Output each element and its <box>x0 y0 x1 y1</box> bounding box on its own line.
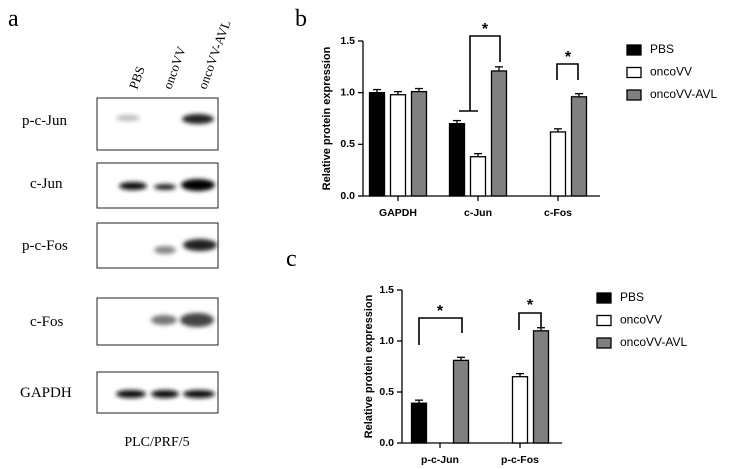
bar <box>532 330 550 444</box>
blot-frame <box>96 97 219 151</box>
panel-label: a <box>8 6 19 32</box>
lane-label: oncoVV <box>160 44 189 91</box>
x-tick-label: c-Jun <box>464 207 492 219</box>
significance-label: * <box>437 303 444 320</box>
legend-label: oncoVV-AVL <box>620 335 687 349</box>
lane-label: oncoVV-AVL <box>195 18 234 91</box>
y-axis-title: Relative protein expression <box>321 46 333 190</box>
significance-bracket <box>418 317 463 345</box>
panel-label: c <box>286 246 297 272</box>
cell-line-label: PLC/PRF/5 <box>124 435 189 450</box>
y-tick-label: 1.5 <box>379 284 394 296</box>
y-tick-label: 1.0 <box>379 335 394 347</box>
row-label: c-Fos <box>30 314 63 330</box>
bands <box>116 114 217 398</box>
legend-label: PBS <box>650 42 674 56</box>
bar <box>452 359 470 444</box>
bar <box>549 131 567 197</box>
significance-label: * <box>527 297 534 314</box>
legend-swatch <box>626 66 642 79</box>
significance-bracket <box>518 312 542 330</box>
panel-label: b <box>295 6 307 32</box>
western-blot: a PBS oncoVV oncoVV-AVL p-c-Jun c-Jun p-… <box>8 6 234 450</box>
legend-swatch <box>626 89 642 101</box>
y-tick-label: 1.0 <box>340 86 355 98</box>
y-tick-label: 0.0 <box>379 437 394 449</box>
significance-bracket <box>556 63 579 80</box>
y-tick-label: 0.5 <box>340 138 355 150</box>
legend-swatch <box>596 337 612 349</box>
y-tick-label: 0.0 <box>340 190 355 202</box>
y-axis-title: Relative protein expression <box>363 294 375 438</box>
significance-label: * <box>482 21 489 38</box>
y-tick-label: 1.5 <box>340 35 355 47</box>
lane-label: PBS <box>126 64 148 91</box>
bar-chart: b Relative protein expression 0.0 0.5 1.0 1.5… <box>295 6 717 219</box>
bar <box>368 92 386 197</box>
legend-label: oncoVV-AVL <box>650 87 717 101</box>
legend-label: oncoVV <box>650 65 692 79</box>
bar <box>410 90 428 197</box>
legend-swatch <box>596 292 612 304</box>
bar-chart: c Relative protein expression 0.0 0.5 1.0 1.5… <box>286 246 687 466</box>
significance-label: * <box>565 49 572 66</box>
significance-bracket <box>469 35 501 111</box>
bar <box>469 156 487 197</box>
row-label: p-c-Fos <box>22 238 68 254</box>
bar <box>448 123 466 197</box>
legend-swatch <box>596 314 612 327</box>
legend-label: oncoVV <box>620 313 662 327</box>
bar <box>570 96 588 197</box>
legend-swatch <box>626 44 642 56</box>
x-tick-label: GAPDH <box>379 207 417 219</box>
y-tick-label: 0.5 <box>379 386 394 398</box>
bar <box>490 70 508 197</box>
row-label: p-c-Jun <box>22 113 67 129</box>
bar <box>389 94 407 197</box>
legend-label: PBS <box>620 290 644 304</box>
x-tick-label: c-Fos <box>544 207 572 219</box>
x-tick-label: p-c-Fos <box>501 454 539 466</box>
bar <box>410 402 428 444</box>
row-label: c-Jun <box>30 176 63 192</box>
bar <box>511 376 529 444</box>
x-tick-label: p-c-Jun <box>421 454 459 466</box>
row-label: GAPDH <box>20 385 72 401</box>
